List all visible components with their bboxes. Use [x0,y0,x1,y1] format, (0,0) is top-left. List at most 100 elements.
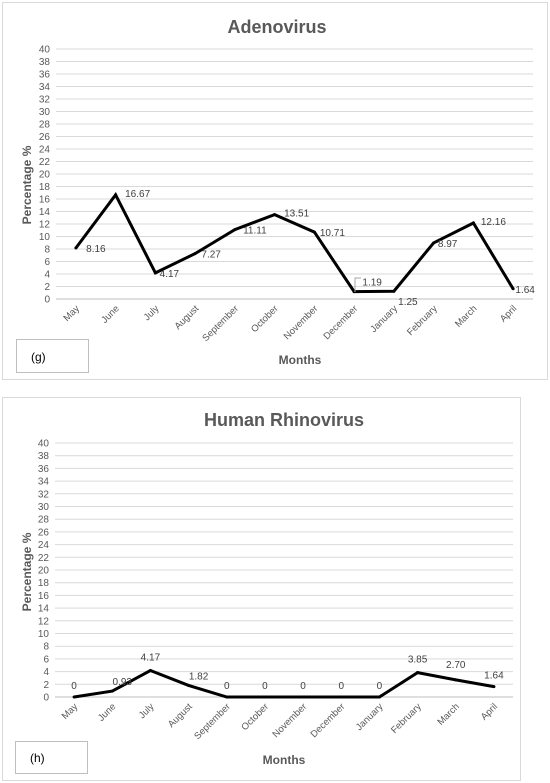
data-label: 12.16 [481,217,506,228]
chart-human-rhinovirus: Human Rhinovirus Percentage % Months 024… [20,410,513,767]
y-tick-label: 2 [44,282,50,293]
data-label: 16.67 [125,189,150,200]
chart-title: Adenovirus [227,17,326,37]
data-point [193,252,197,256]
y-tick-label: 2 [43,680,49,691]
data-point [312,230,316,234]
x-tick-label: October [249,303,281,335]
data-point [74,246,78,250]
x-tick-label: April [498,303,519,324]
data-point [511,287,515,291]
x-tick-label: August [166,701,195,730]
x-tick-label: August [173,303,202,332]
data-point [392,289,396,293]
y-tick-label: 8 [43,642,49,653]
x-tick-label: June [99,303,121,325]
data-point [273,213,277,217]
x-tick-label: September [200,303,241,344]
y-tick-label: 4 [44,270,50,281]
data-point [148,669,152,673]
data-label: 8.16 [86,244,106,255]
x-tick-label: December [321,303,360,342]
data-label: 1.25 [398,297,418,308]
y-tick-label: 20 [39,170,51,181]
y-tick-label: 0 [44,295,50,306]
y-tick-label: 16 [38,591,50,602]
x-tick-label: May [62,303,83,324]
y-tick-label: 32 [39,95,51,106]
x-tick-label: November [270,701,309,740]
data-label: 7.27 [201,250,221,261]
y-tick-label: 4 [43,667,49,678]
y-tick-label: 8 [44,245,50,256]
y-tick-label: 26 [39,132,51,143]
y-tick-label: 40 [39,45,51,56]
x-tick-label: November [282,303,321,342]
x-tick-label: September [192,701,233,742]
data-label: 2.70 [446,660,466,671]
data-label: 4.17 [160,269,180,280]
y-tick-label: 0 [43,693,49,704]
y-tick-label: 10 [39,232,51,243]
x-tick-label: January [368,303,400,335]
y-tick-label: 16 [39,195,51,206]
data-label: 0 [377,681,383,692]
x-tick-label: February [389,701,424,736]
y-axis-label: Percentage % [20,532,34,611]
data-point [339,695,343,699]
y-tick-label: 10 [38,629,50,640]
data-point [110,689,114,693]
y-tick-label: 38 [39,57,51,68]
y-tick-label: 26 [38,527,50,538]
y-tick-label: 18 [39,182,51,193]
leader-line [354,277,361,292]
chart-title: Human Rhinovirus [204,410,364,430]
y-tick-label: 34 [39,82,51,93]
data-label: 0 [300,681,306,692]
y-tick-label: 6 [44,257,50,268]
data-label: 3.85 [408,655,428,666]
data-label: 11.11 [243,226,267,237]
data-label: 0 [262,681,268,692]
x-tick-label: July [137,701,157,721]
data-label: 10.71 [320,228,345,239]
x-tick-label: March [453,303,479,329]
y-tick-label: 28 [38,515,50,526]
y-tick-label: 18 [38,578,50,589]
data-label: 0 [71,681,77,692]
data-label: 0 [224,681,230,692]
data-label: 4.17 [141,653,161,664]
x-tick-label: January [354,701,386,733]
chart-adenovirus: Adenovirus Percentage % Months 024681012… [20,17,535,367]
y-tick-label: 24 [39,145,51,156]
data-label: 8.97 [438,239,458,250]
data-label: 0 [338,681,344,692]
y-tick-label: 20 [38,566,50,577]
data-point [225,695,229,699]
data-point [454,678,458,682]
data-label: 1.82 [189,671,209,682]
y-tick-label: 38 [38,451,50,462]
y-tick-label: 28 [39,120,51,131]
panel-tag: (g) [16,339,89,373]
x-tick-label: February [405,303,440,338]
data-label: 1.64 [484,671,504,682]
series-line [73,668,495,699]
x-axis-label: Months [279,353,322,367]
x-tick-label: October [239,701,271,733]
data-point [233,228,237,232]
data-point [187,683,191,687]
y-tick-label: 24 [38,540,50,551]
y-tick-label: 6 [43,654,49,665]
y-tick-label: 32 [38,489,50,500]
x-tick-label: July [142,303,162,323]
data-label: 1.19 [362,278,382,289]
data-point [416,671,420,675]
data-point [263,695,267,699]
x-tick-label: March [435,701,461,727]
y-tick-label: 22 [38,553,50,564]
data-point [471,221,475,225]
data-point [301,695,305,699]
data-point [432,241,436,245]
